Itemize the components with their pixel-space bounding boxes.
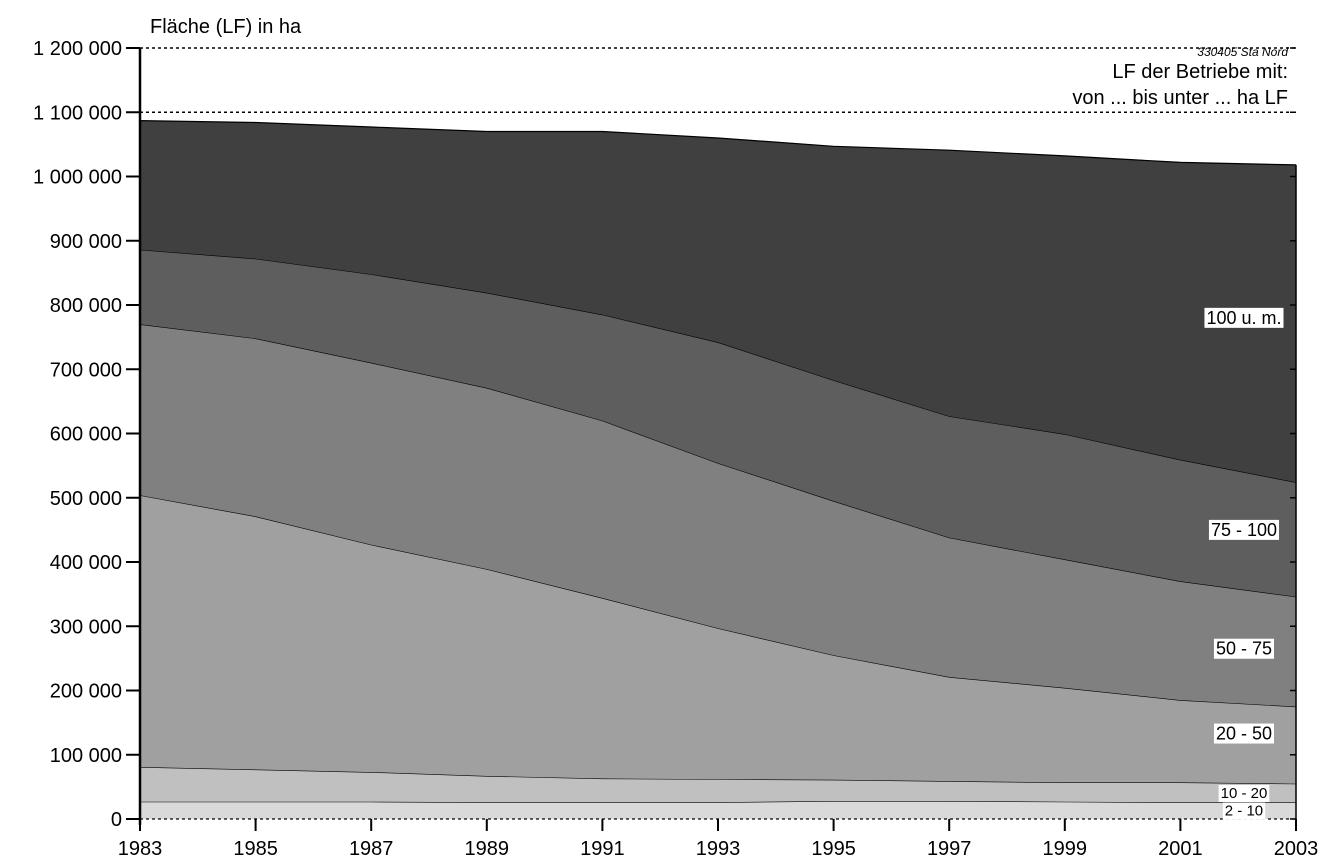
y-tick-label-3: 300 000 xyxy=(50,616,122,638)
band-label-text-0: 2 - 10 xyxy=(1225,803,1263,820)
x-tick-label-0: 1983 xyxy=(118,838,163,860)
x-tick-label-1: 1985 xyxy=(233,838,278,860)
legend-title-line2: von ... bis unter ... ha LF xyxy=(1072,87,1288,109)
band-label-text-1: 10 - 20 xyxy=(1221,785,1268,802)
y-axis-title: Fläche (LF) in ha xyxy=(150,16,302,38)
area-band-1 xyxy=(140,767,1296,803)
area-band-4 xyxy=(140,249,1296,597)
band-label-5: 100 u. m. xyxy=(1204,307,1284,328)
band-label-3: 50 - 75 xyxy=(1213,638,1275,659)
y-tick-label-9: 900 000 xyxy=(50,231,122,253)
band-label-text-3: 50 - 75 xyxy=(1216,639,1272,659)
area-boundary-5 xyxy=(139,120,1297,166)
y-tick-label-4: 400 000 xyxy=(50,552,122,574)
y-tick-label-7: 700 000 xyxy=(50,359,122,381)
area-band-0 xyxy=(140,801,1296,819)
y-tick-label-10: 1 000 000 xyxy=(33,167,122,189)
band-label-bg-0 xyxy=(1222,802,1266,820)
x-tick-label-5: 1993 xyxy=(696,838,741,860)
band-label-0: 2 - 10 xyxy=(1222,802,1266,820)
band-label-bg-1 xyxy=(1218,784,1270,802)
area-layers xyxy=(139,120,1297,819)
band-label-bg-2 xyxy=(1213,723,1275,744)
band-label-1: 10 - 20 xyxy=(1218,784,1270,802)
band-label-4: 75 - 100 xyxy=(1208,519,1280,540)
band-label-bg-4 xyxy=(1208,519,1280,540)
x-tick-label-10: 2003 xyxy=(1274,838,1319,860)
band-label-2: 20 - 50 xyxy=(1213,723,1275,744)
x-tick-label-8: 1999 xyxy=(1043,838,1088,860)
area-band-3 xyxy=(140,324,1296,707)
y-tick-label-12: 1 200 000 xyxy=(33,38,122,60)
axes: 0 100 000 200 000 300 000 400 000 500 000 600 … xyxy=(33,38,1318,860)
x-tick-label-4: 1991 xyxy=(580,838,625,860)
band-label-bg-5 xyxy=(1204,307,1284,328)
y-tick-label-2: 200 000 xyxy=(50,681,122,703)
area-band-2 xyxy=(140,495,1296,784)
band-label-text-5: 100 u. m. xyxy=(1206,308,1281,328)
y-tick-label-5: 500 000 xyxy=(50,488,122,510)
x-tick-label-9: 2001 xyxy=(1158,838,1203,860)
y-tick-label-6: 600 000 xyxy=(50,424,122,446)
y-tick-label-1: 100 000 xyxy=(50,745,122,767)
band-label-bg-3 xyxy=(1213,638,1275,659)
y-tick-label-0: 0 xyxy=(111,809,122,831)
x-tick-label-3: 1989 xyxy=(465,838,510,860)
band-label-text-4: 75 - 100 xyxy=(1211,520,1277,540)
x-tick-label-6: 1995 xyxy=(811,838,856,860)
area-band-5 xyxy=(140,120,1296,483)
source-note: 330405 Sta Nord xyxy=(1197,45,1288,59)
legend-title-line1: LF der Betriebe mit: xyxy=(1112,61,1288,83)
x-tick-label-7: 1997 xyxy=(927,838,972,860)
x-tick-label-2: 1987 xyxy=(349,838,394,860)
y-tick-label-8: 800 000 xyxy=(50,295,122,317)
band-label-text-2: 20 - 50 xyxy=(1216,724,1272,744)
y-tick-label-11: 1 100 000 xyxy=(33,102,122,124)
